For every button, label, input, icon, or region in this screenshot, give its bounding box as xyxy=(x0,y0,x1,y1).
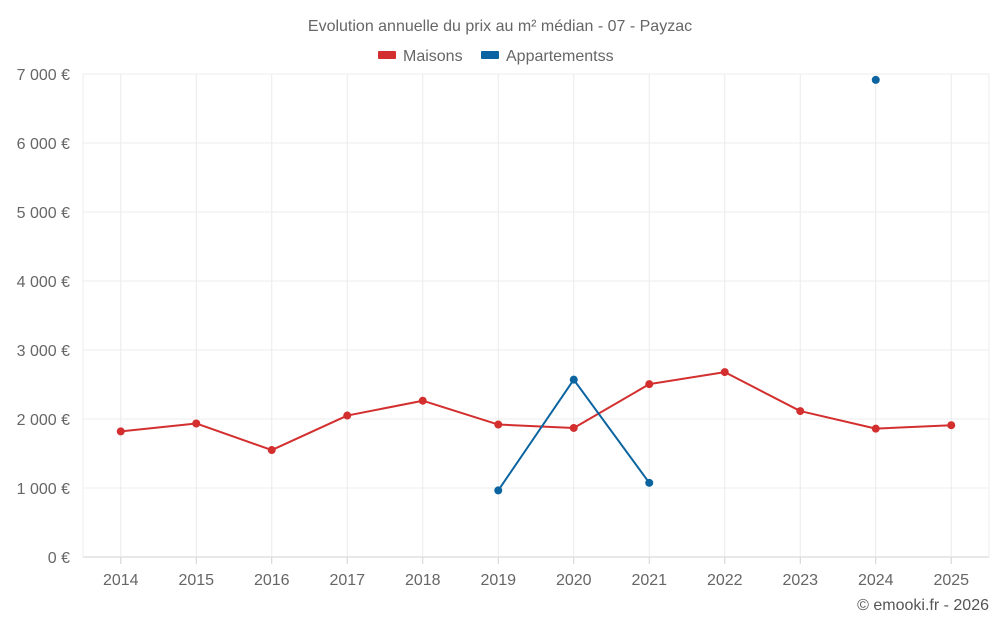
data-point-maisons[interactable] xyxy=(192,419,201,428)
data-point-appartementss[interactable] xyxy=(569,375,578,384)
legend-swatch-maisons xyxy=(378,51,396,59)
y-tick-label: 6 000 € xyxy=(17,136,70,153)
x-axis: 2014 2015 2016 2017 2018 2019 2020 2021 2022 2023… xyxy=(103,557,969,589)
y-tick-label: 2 000 € xyxy=(17,412,70,429)
x-tick-label: 2025 xyxy=(933,572,969,589)
y-tick-label: 4 000 € xyxy=(17,274,70,291)
data-point-appartementss[interactable] xyxy=(645,478,654,487)
data-point-maisons[interactable] xyxy=(947,421,956,430)
data-point-maisons[interactable] xyxy=(871,424,880,433)
x-tick-label: 2021 xyxy=(631,572,667,589)
x-tick-label: 2023 xyxy=(782,572,818,589)
data-point-maisons[interactable] xyxy=(796,407,805,416)
series-layer xyxy=(116,75,956,495)
data-point-maisons[interactable] xyxy=(645,380,654,389)
x-tick-label: 2014 xyxy=(103,572,139,589)
y-axis: 0 € 1 000 € 2 000 € 3 000 € 4 000 € 5 000 € 6 … xyxy=(17,67,70,567)
x-tick-label: 2017 xyxy=(329,572,365,589)
data-point-appartementss[interactable] xyxy=(494,486,503,495)
data-point-appartementss[interactable] xyxy=(871,75,880,84)
y-tick-label: 5 000 € xyxy=(17,205,70,222)
data-point-maisons[interactable] xyxy=(116,427,125,436)
credit-text: © emooki.fr - 2026 xyxy=(857,597,989,614)
x-tick-label: 2024 xyxy=(858,572,894,589)
x-tick-label: 2022 xyxy=(707,572,743,589)
legend-item-appartements[interactable]: Appartementss xyxy=(481,48,614,65)
legend-swatch-appartements xyxy=(481,51,499,59)
x-tick-label: 2015 xyxy=(178,572,214,589)
data-point-maisons[interactable] xyxy=(494,420,503,429)
data-point-maisons[interactable] xyxy=(418,396,427,405)
data-point-maisons[interactable] xyxy=(720,368,729,377)
grid xyxy=(82,73,990,558)
x-tick-label: 2018 xyxy=(405,572,441,589)
y-tick-label: 7 000 € xyxy=(17,67,70,84)
chart-title: Evolution annuelle du prix au m² médian … xyxy=(308,18,692,35)
series-line-maisons xyxy=(120,371,952,452)
x-tick-label: 2019 xyxy=(480,572,516,589)
data-point-maisons[interactable] xyxy=(267,446,276,455)
x-tick-label: 2020 xyxy=(556,572,592,589)
legend-label-maisons: Maisons xyxy=(403,48,463,65)
x-tick-label: 2016 xyxy=(254,572,290,589)
legend-label-appartements: Appartementss xyxy=(506,48,614,65)
legend: Maisons Appartementss xyxy=(378,48,614,65)
data-point-maisons[interactable] xyxy=(343,411,352,420)
y-tick-label: 3 000 € xyxy=(17,343,70,360)
data-point-maisons[interactable] xyxy=(569,423,578,432)
y-tick-label: 1 000 € xyxy=(17,481,70,498)
legend-item-maisons[interactable]: Maisons xyxy=(378,48,463,65)
y-tick-label: 0 € xyxy=(48,550,70,567)
